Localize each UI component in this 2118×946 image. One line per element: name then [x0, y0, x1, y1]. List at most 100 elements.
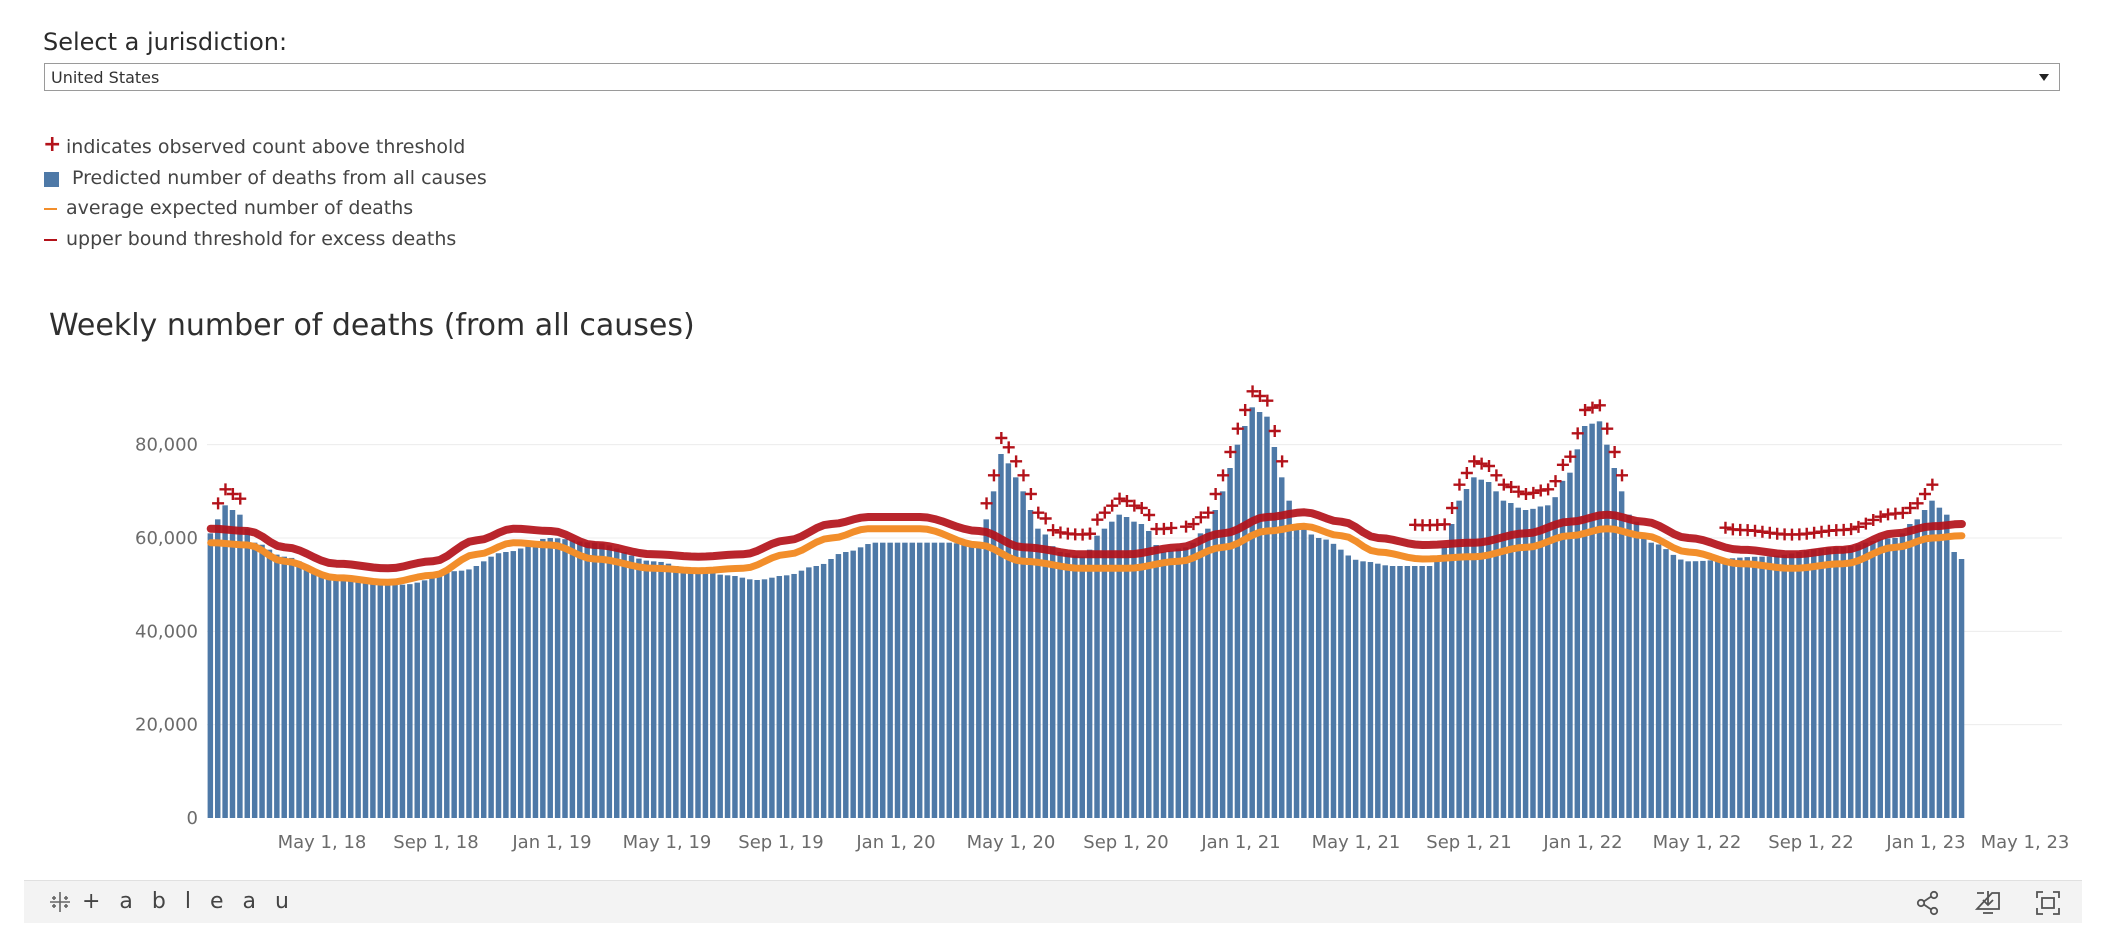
- plus-marker-icon: +: [43, 132, 62, 157]
- bar: [311, 570, 317, 818]
- x-tick-label: May 1, 23: [1981, 832, 2070, 853]
- bar: [1389, 566, 1396, 818]
- fullscreen-icon[interactable]: [2034, 889, 2062, 917]
- square-swatch-icon: [44, 171, 59, 187]
- bar: [887, 542, 893, 818]
- bar: [1367, 562, 1374, 818]
- bar: [1641, 535, 1647, 818]
- x-tick-label: Jan 1, 23: [1885, 832, 1965, 853]
- bar: [806, 567, 812, 818]
- bar: [1338, 549, 1344, 818]
- above-threshold-marker: [1497, 478, 1510, 491]
- above-threshold-marker: [1180, 520, 1193, 533]
- bar: [554, 538, 561, 818]
- above-threshold-marker: [1852, 520, 1865, 533]
- threshold-line: [206, 508, 1966, 573]
- bar: [1138, 524, 1145, 818]
- bar: [1382, 565, 1388, 818]
- bar: [377, 582, 384, 818]
- bar: [1692, 561, 1699, 818]
- download-icon[interactable]: [1974, 889, 2002, 917]
- x-tick-label: May 1, 19: [623, 832, 712, 853]
- bar: [1707, 560, 1714, 818]
- deaths-chart: 0 20,000 40,000 60,000 80,000 May 1, 18 Sep 1…: [135, 385, 2070, 853]
- jurisdiction-label: Select a jurisdiction:: [43, 28, 288, 56]
- bar: [584, 542, 590, 818]
- bar: [732, 576, 738, 818]
- above-threshold-marker: [1098, 506, 1111, 519]
- bar: [229, 510, 236, 818]
- bar: [266, 549, 273, 818]
- bar: [1330, 543, 1337, 818]
- above-threshold-marker: [1483, 460, 1496, 472]
- bar: [251, 542, 258, 818]
- bar: [628, 555, 635, 818]
- bar: [414, 582, 420, 818]
- bar: [717, 574, 723, 818]
- bar: [614, 548, 620, 818]
- bar: [1907, 524, 1913, 818]
- bar: [1847, 545, 1854, 818]
- bar: [1035, 528, 1041, 818]
- above-threshold-marker: [1253, 390, 1266, 402]
- bar: [1596, 421, 1603, 818]
- bar: [1286, 500, 1292, 818]
- expected-line: [207, 522, 1966, 586]
- above-threshold-marker: [1194, 511, 1207, 524]
- above-threshold-marker: [1874, 510, 1887, 523]
- bar: [1426, 566, 1433, 818]
- bar: [296, 561, 302, 818]
- bar: [1914, 519, 1920, 818]
- bar: [1249, 407, 1255, 818]
- above-threshold-marker: [1542, 483, 1555, 496]
- bar: [288, 557, 295, 818]
- bar: [562, 539, 568, 818]
- bar: [990, 491, 997, 818]
- bar: [384, 583, 391, 818]
- bar: [1567, 472, 1573, 818]
- bar: [1205, 528, 1211, 818]
- bar: [1545, 505, 1551, 818]
- bar: [798, 570, 805, 818]
- above-threshold-marker: [1579, 404, 1592, 416]
- bar: [850, 550, 856, 818]
- bar: [783, 575, 790, 818]
- jurisdiction-select[interactable]: United States: [44, 63, 2060, 91]
- bar: [355, 580, 361, 818]
- bar: [865, 544, 871, 818]
- bar: [813, 566, 819, 818]
- above-threshold-marker: [1556, 458, 1569, 471]
- bar: [1618, 491, 1625, 818]
- bar: [924, 542, 930, 818]
- x-tick-label: May 1, 18: [278, 832, 367, 853]
- bar: [480, 561, 487, 818]
- above-threshold-marker: [1135, 502, 1148, 514]
- bar: [931, 542, 938, 818]
- bar: [340, 577, 347, 818]
- tableau-logo[interactable]: + a b l e a u: [48, 889, 295, 914]
- bar: [1301, 527, 1307, 818]
- bar: [1094, 535, 1100, 818]
- bar: [214, 519, 221, 818]
- bar: [835, 554, 842, 818]
- bar: [303, 566, 310, 818]
- bar: [1293, 524, 1300, 818]
- bar: [857, 547, 864, 818]
- bar: [1781, 554, 1787, 818]
- bar: [1049, 546, 1056, 818]
- bar: [599, 543, 605, 818]
- bar: [1434, 556, 1440, 818]
- bar: [547, 538, 553, 818]
- bar: [1655, 544, 1662, 818]
- share-icon[interactable]: [1914, 889, 1942, 917]
- above-threshold-marker: [1926, 478, 1939, 491]
- x-tick-label: Sep 1, 19: [738, 832, 823, 853]
- bar: [1803, 550, 1810, 818]
- x-tick-label: Jan 1, 19: [511, 832, 591, 853]
- bar: [939, 542, 945, 818]
- x-tick-label: Jan 1, 21: [1200, 832, 1280, 853]
- above-threshold-marker: [1187, 518, 1200, 531]
- bar: [636, 558, 642, 818]
- bar: [1737, 557, 1743, 818]
- chevron-down-icon: [2039, 74, 2049, 81]
